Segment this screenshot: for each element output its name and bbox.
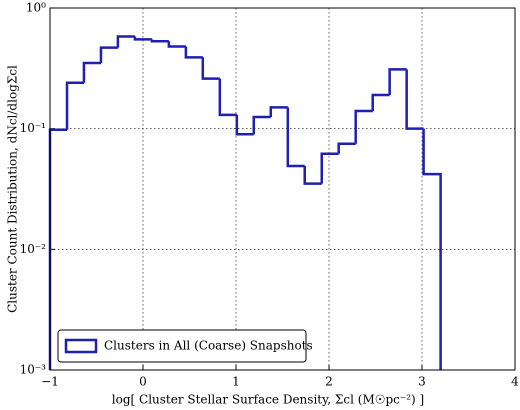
x-tick-label: 4 bbox=[511, 375, 519, 389]
x-axis-label: log[ Cluster Stellar Surface Density, Σc… bbox=[112, 393, 424, 407]
y-axis-label: Cluster Count Distribution, dNcl/dlogΣcl bbox=[6, 65, 20, 313]
histogram-series bbox=[48, 35, 442, 370]
histogram-step bbox=[184, 46, 203, 59]
histogram-step bbox=[133, 36, 152, 41]
y-tick-label: 10⁰ bbox=[26, 1, 46, 15]
histogram-step bbox=[405, 69, 424, 130]
histogram-step bbox=[354, 109, 373, 144]
histogram-step bbox=[303, 166, 322, 185]
x-tick-label: 0 bbox=[139, 375, 147, 389]
plot-frame bbox=[49, 7, 516, 371]
y-tick-label: 10⁻² bbox=[20, 242, 47, 256]
x-tick-label: −1 bbox=[41, 375, 59, 389]
histogram-step bbox=[235, 114, 254, 136]
histogram-step bbox=[82, 61, 101, 83]
legend-label: Clusters in All (Coarse) Snapshots bbox=[104, 339, 313, 353]
histogram-step bbox=[320, 152, 339, 184]
histogram-step bbox=[201, 57, 220, 80]
histogram-step bbox=[286, 107, 305, 168]
histogram-step bbox=[269, 106, 288, 117]
y-tick-label: 10⁻³ bbox=[20, 363, 47, 377]
x-tick-label: 3 bbox=[418, 375, 426, 389]
histogram-step bbox=[371, 93, 390, 112]
legend-swatch bbox=[64, 338, 98, 354]
histogram-step bbox=[252, 115, 271, 135]
histogram-step bbox=[218, 78, 237, 117]
legend-box bbox=[57, 329, 307, 363]
x-tick-label: 2 bbox=[325, 375, 333, 389]
histogram-step bbox=[337, 142, 356, 154]
histogram-step bbox=[388, 68, 407, 96]
y-tick-label: 10⁻¹ bbox=[20, 121, 46, 135]
histogram-step bbox=[116, 35, 135, 48]
histogram-step bbox=[150, 39, 169, 43]
histogram-step bbox=[99, 46, 118, 64]
legend: Clusters in All (Coarse) Snapshots bbox=[57, 329, 313, 363]
histogram-step bbox=[65, 81, 84, 130]
histogram-step bbox=[422, 128, 442, 370]
histogram-step bbox=[167, 41, 186, 48]
x-tick-label: 1 bbox=[232, 375, 240, 389]
